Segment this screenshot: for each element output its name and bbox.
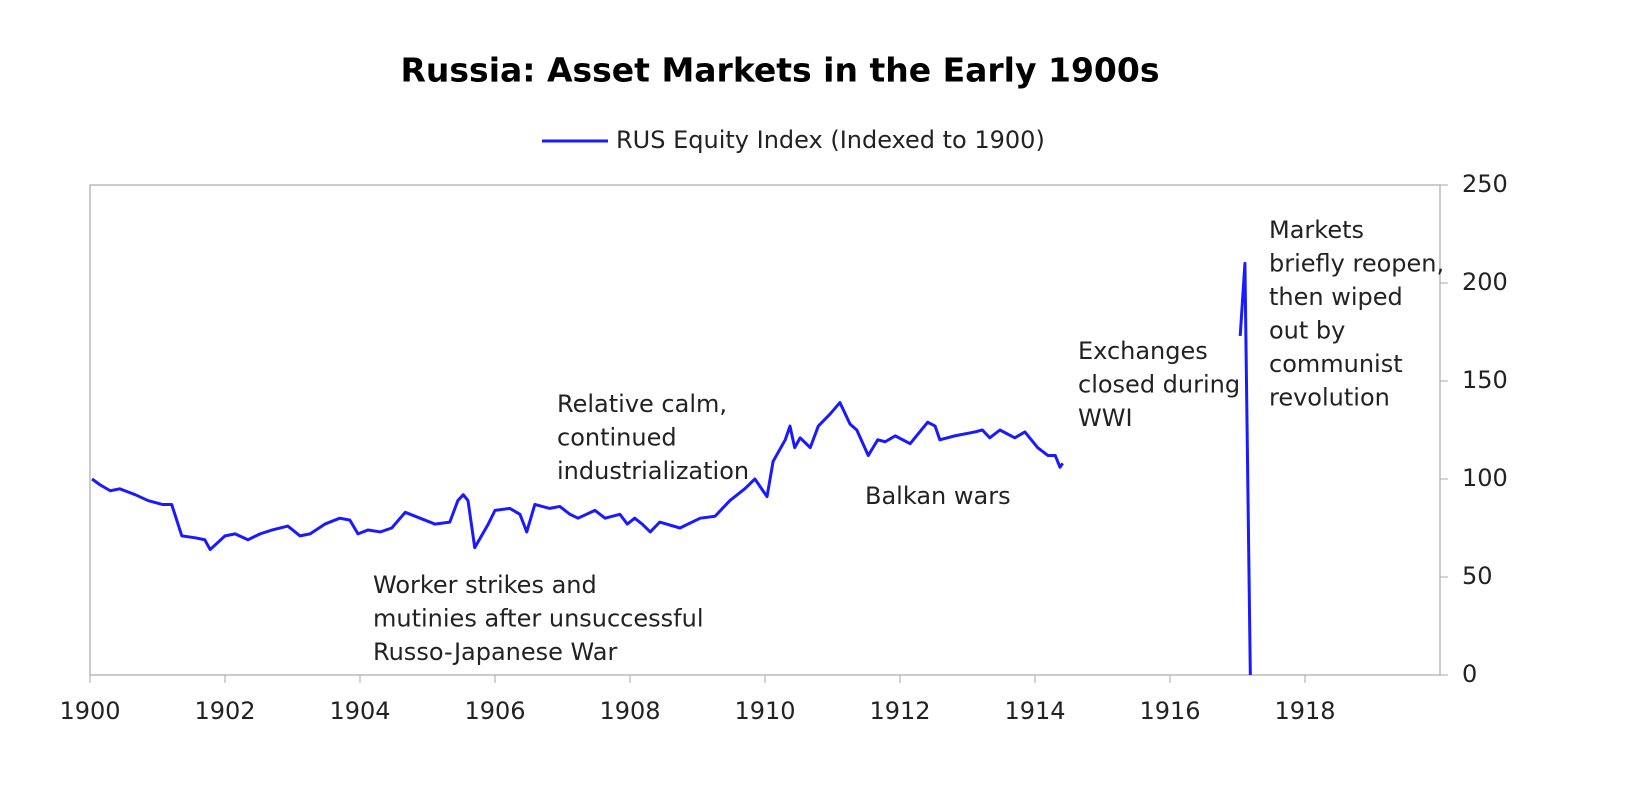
x-tick-label: 1916 — [1139, 697, 1200, 725]
annotation: industrialization — [557, 457, 749, 485]
annotation: Exchanges — [1078, 337, 1208, 365]
annotation: Balkan wars — [865, 482, 1011, 510]
x-tick-label: 1902 — [194, 697, 255, 725]
line — [1238, 261, 1252, 676]
y-tick-label: 200 — [1462, 268, 1508, 296]
line — [91, 401, 1064, 552]
annotation: communist — [1269, 350, 1403, 378]
x-tick-label: 1912 — [869, 697, 930, 725]
chart-title: Russia: Asset Markets in the Early 1900s — [401, 51, 1160, 90]
y-tick-label: 250 — [1462, 170, 1508, 198]
y-tick-label: 100 — [1462, 464, 1508, 492]
x-tick-label: 1900 — [59, 697, 120, 725]
annotation: revolution — [1269, 384, 1390, 412]
annotation: Markets — [1269, 216, 1364, 244]
annotation: then wiped — [1269, 283, 1403, 311]
annotation: briefly reopen, — [1269, 250, 1444, 278]
x-tick-label: 1904 — [329, 697, 390, 725]
annotation: Worker strikes and — [373, 571, 597, 599]
plot-frame — [89, 184, 1441, 676]
y-tick-label: 0 — [1462, 660, 1477, 688]
annotation: Russo-Japanese War — [373, 638, 617, 666]
x-tick-label: 1914 — [1004, 697, 1065, 725]
annotation: out by — [1269, 317, 1345, 345]
annotation: closed during — [1078, 371, 1240, 399]
legend-label: RUS Equity Index (Indexed to 1900) — [616, 126, 1045, 154]
x-tick-label: 1908 — [599, 697, 660, 725]
y-tick-label: 150 — [1462, 366, 1508, 394]
x-tick-label: 1910 — [734, 697, 795, 725]
annotation: continued — [557, 424, 677, 452]
x-tick-label: 1906 — [464, 697, 525, 725]
annotation: WWI — [1078, 404, 1133, 432]
annotation: Relative calm, — [557, 390, 727, 418]
y-tick-label: 50 — [1462, 562, 1493, 590]
annotation: mutinies after unsuccessful — [373, 605, 703, 633]
x-tick-label: 1918 — [1274, 697, 1335, 725]
